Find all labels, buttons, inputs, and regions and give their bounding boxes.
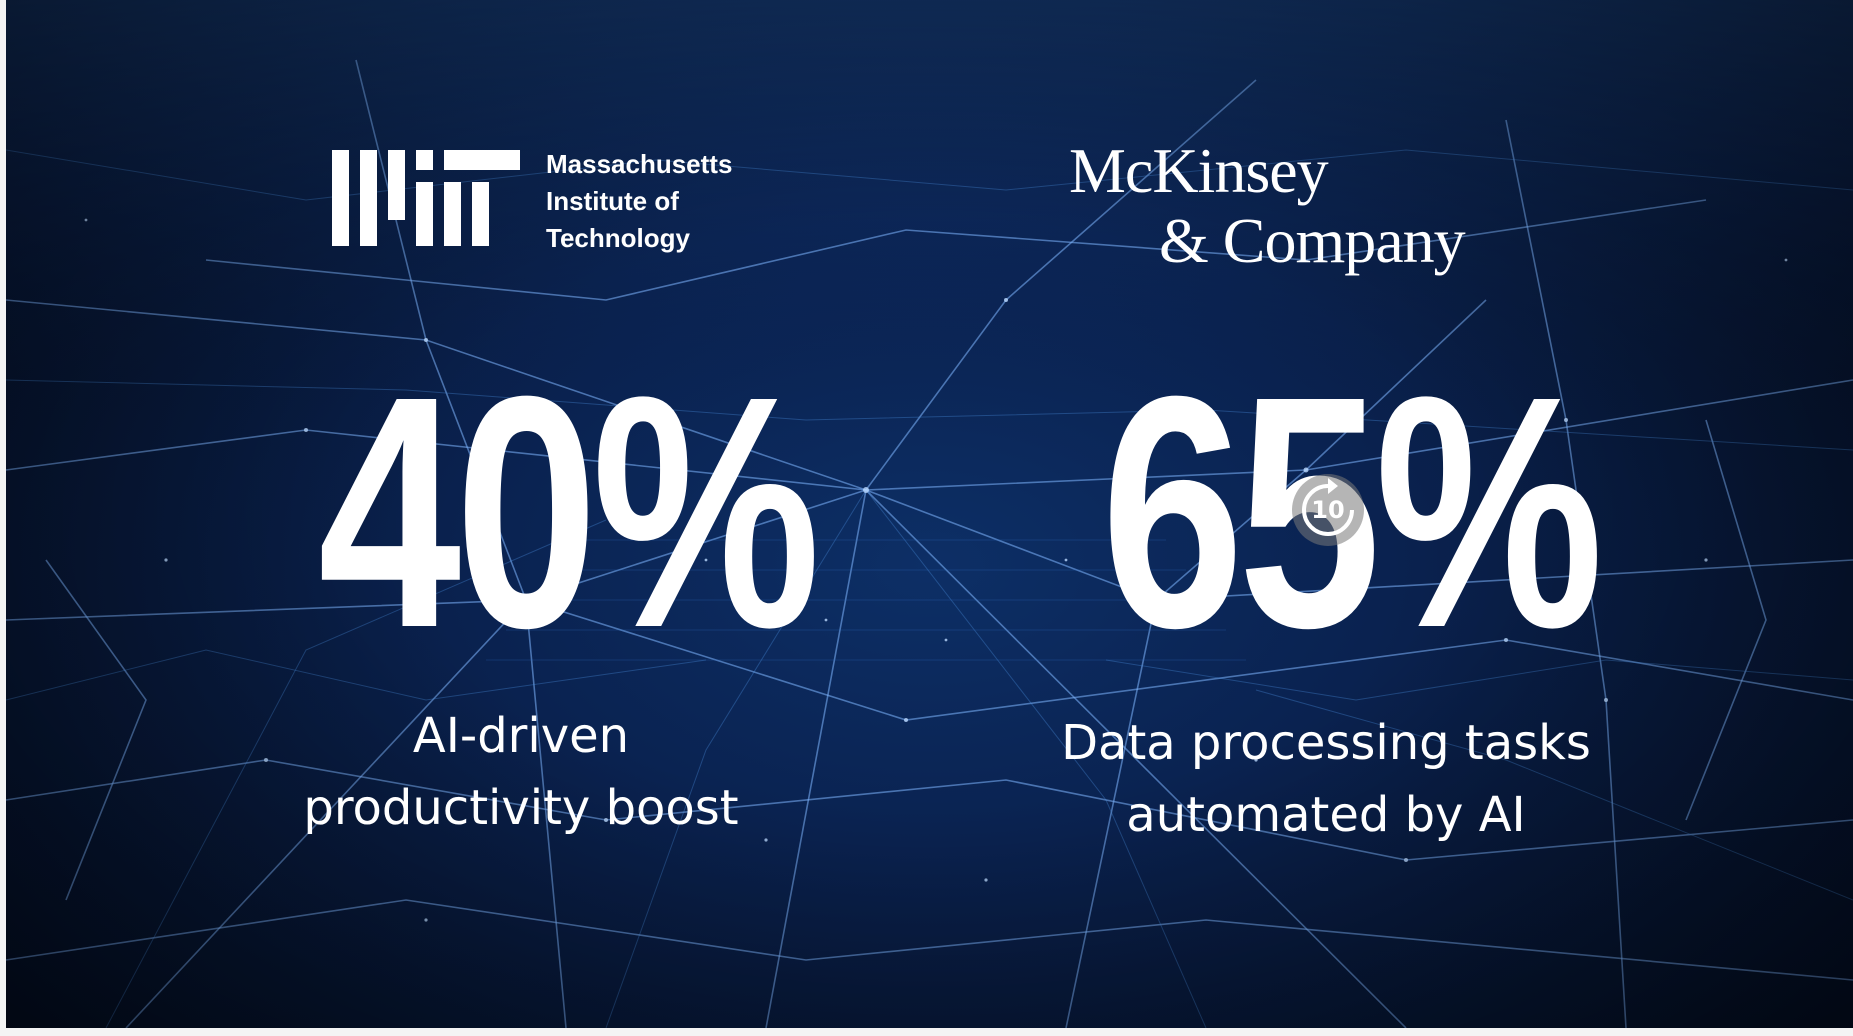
replay-10-icon xyxy=(1302,478,1354,536)
video-frame: Massachusetts Institute of Technology Mc… xyxy=(6,0,1853,1028)
mit-wordmark: Massachusetts Institute of Technology xyxy=(546,149,733,253)
network-background xyxy=(6,0,1853,1028)
mckinsey-logo-line1: McKinsey xyxy=(1069,135,1329,206)
stat-value-productivity: 40% xyxy=(318,327,821,696)
replay-10-button[interactable]: 10 xyxy=(1292,474,1364,546)
mckinsey-logo-line2: & Company xyxy=(1159,205,1466,276)
replay-seconds-label: 10 xyxy=(1311,496,1345,524)
stat-caption-productivity: AI-driven productivity boost xyxy=(303,708,739,836)
mit-logo-icon xyxy=(332,150,520,246)
stat-caption-automation: Data processing tasks automated by AI xyxy=(1061,715,1591,843)
mckinsey-logo: McKinsey & Company xyxy=(1069,135,1466,276)
